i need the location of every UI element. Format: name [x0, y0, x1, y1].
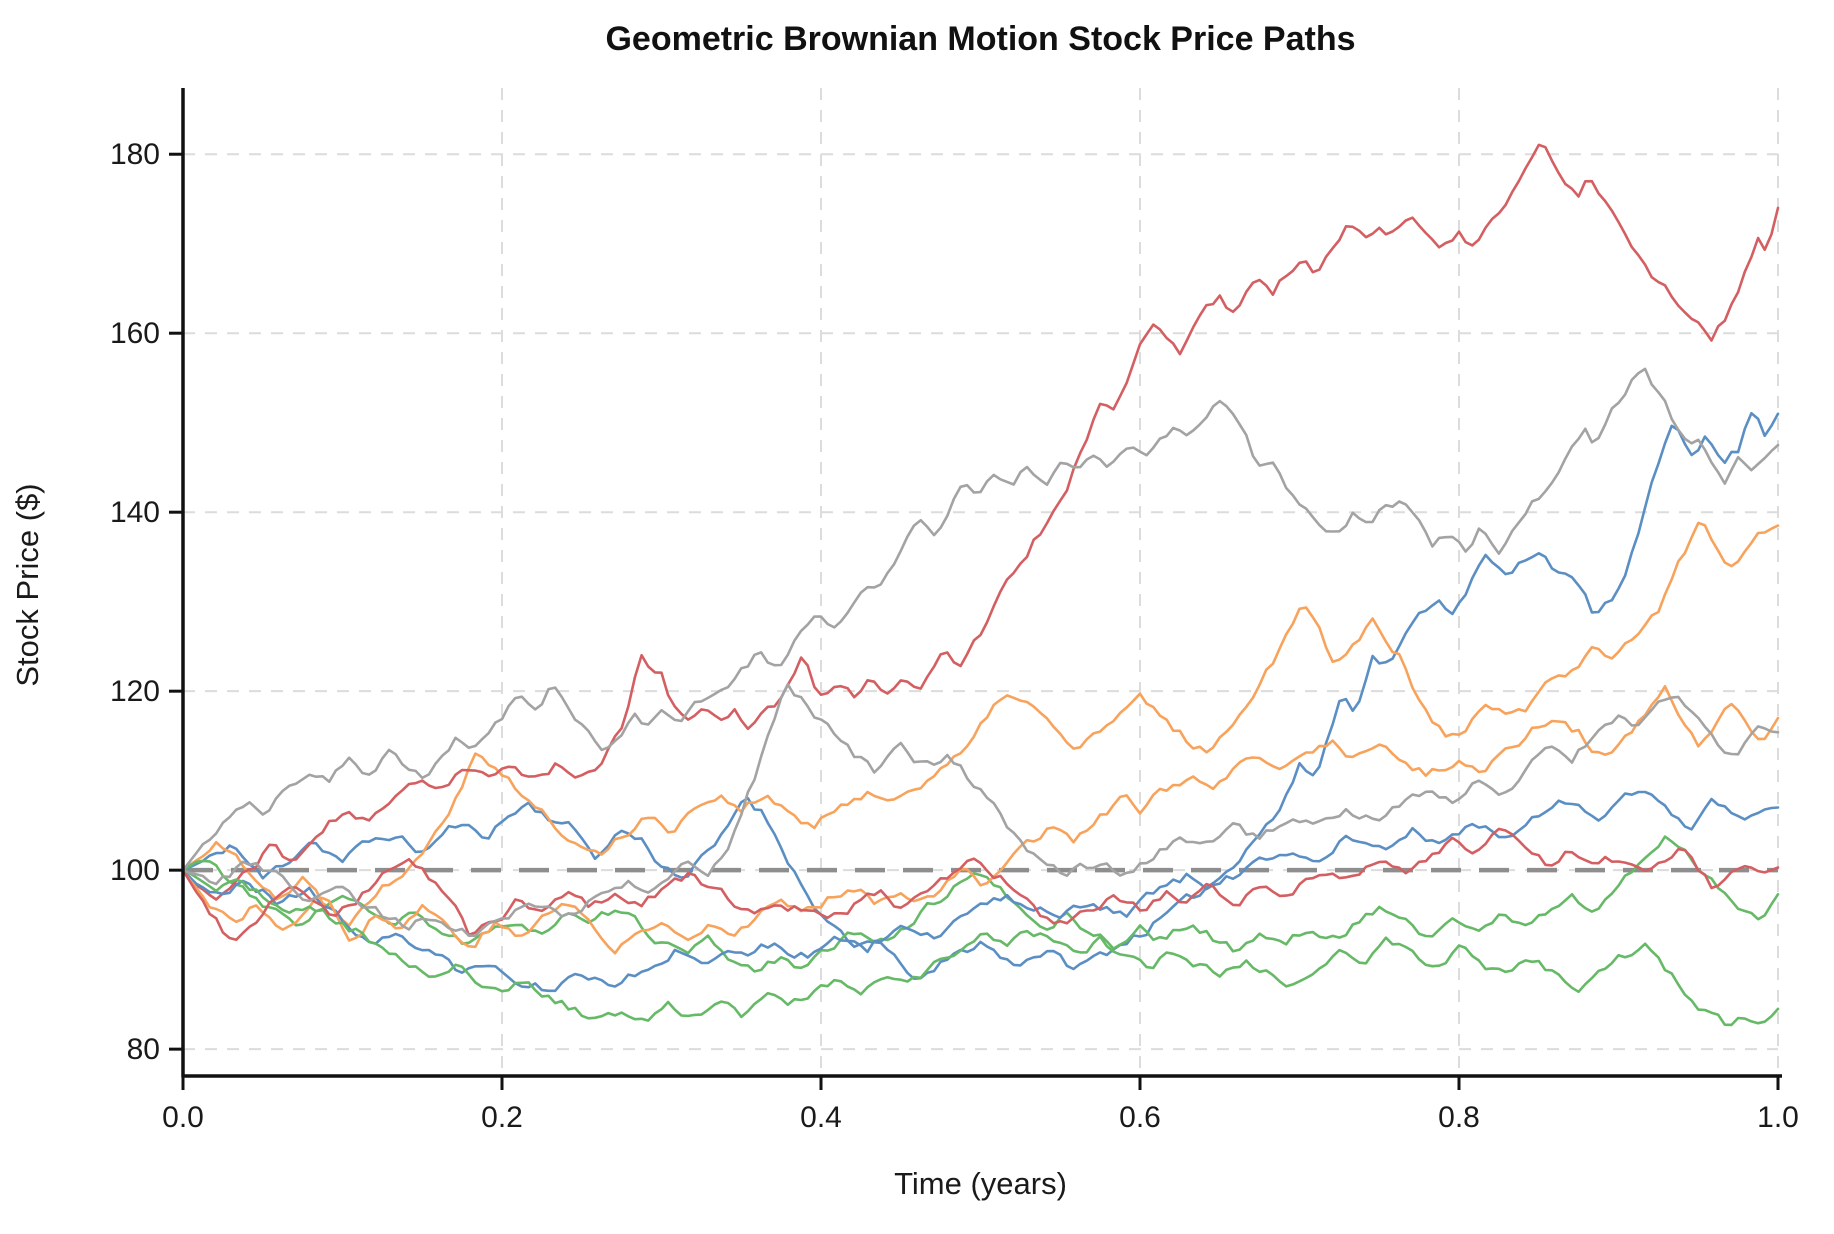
y-tick-label: 100	[110, 854, 160, 887]
price-path-path-9	[181, 827, 1780, 942]
y-tick-label: 120	[110, 675, 160, 708]
price-path-path-1	[181, 411, 1780, 980]
price-path-path-8	[181, 868, 1780, 1027]
x-tick-label: 1.0	[1757, 1101, 1799, 1134]
x-tick-label: 0.6	[1119, 1101, 1161, 1134]
x-tick-label: 0.8	[1438, 1101, 1480, 1134]
y-tick-label: 180	[110, 138, 160, 171]
price-path-path-2	[181, 521, 1780, 927]
x-tick-label: 0.4	[800, 1101, 842, 1134]
y-axis-label: Stock Price ($)	[10, 483, 45, 687]
y-tick-label: 140	[110, 496, 160, 529]
price-path-path-3	[181, 835, 1780, 973]
price-path-path-10	[181, 683, 1780, 937]
x-tick-label: 0.2	[481, 1101, 523, 1134]
x-axis-label: Time (years)	[894, 1166, 1067, 1201]
chart-title: Geometric Brownian Motion Stock Price Pa…	[605, 20, 1356, 58]
y-tick-label: 80	[127, 1033, 160, 1066]
price-path-path-4	[181, 143, 1780, 901]
price-path-path-5	[181, 367, 1780, 872]
price-path-path-7	[181, 685, 1780, 955]
x-tick-label: 0.0	[162, 1101, 204, 1134]
y-tick-label: 160	[110, 317, 160, 350]
